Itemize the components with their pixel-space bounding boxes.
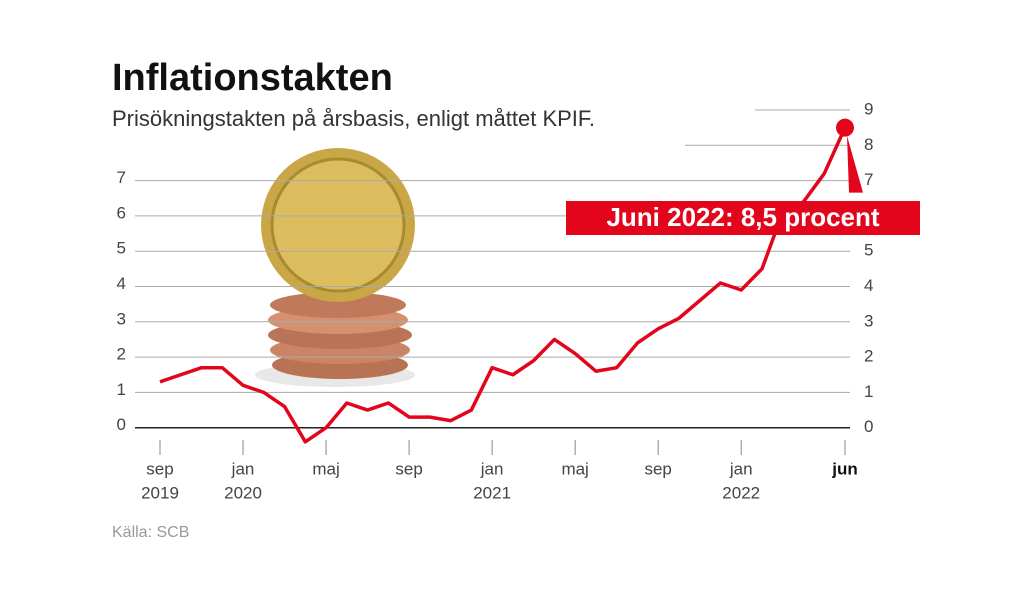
x-tick-label: sep: [395, 459, 422, 478]
chart-subtitle: Prisökningstakten på årsbasis, enligt må…: [112, 106, 595, 131]
y-tick-label-left: 3: [117, 309, 126, 328]
x-tick-label: sep: [146, 459, 173, 478]
x-tick-label: jan: [231, 459, 255, 478]
x-year-label: 2021: [473, 483, 511, 502]
callout-box: [566, 201, 920, 235]
y-tick-label-left: 6: [117, 203, 126, 222]
y-tick-label-left: 0: [117, 415, 126, 434]
y-tick-label-left: 1: [117, 380, 126, 399]
x-tick-label: sep: [644, 459, 671, 478]
y-tick-label: 2: [864, 347, 873, 366]
x-tick-label: maj: [561, 459, 588, 478]
y-tick-label-left: 2: [117, 345, 126, 364]
y-tick-label-left: 7: [117, 168, 126, 187]
y-tick-label: 7: [864, 170, 873, 189]
y-tick-label: 9: [864, 99, 873, 118]
coin-illustration: [255, 148, 415, 387]
source: Källa: SCB: [112, 524, 189, 541]
annotation: Juni 2022: 8,5 procent: [606, 202, 879, 232]
y-tick-label: 5: [864, 241, 873, 260]
x-tick-label: jun: [831, 459, 858, 478]
callout-pointer: [847, 135, 863, 193]
x-year-label: 2019: [141, 483, 179, 502]
last-point: [836, 118, 854, 137]
x-tick-label: maj: [312, 459, 339, 478]
chart-title: Inflationstakten: [112, 57, 393, 99]
y-tick-label: 1: [864, 382, 873, 401]
data-line: [159, 126, 847, 444]
x-tick-label: jan: [480, 459, 504, 478]
y-tick-label: 8: [864, 135, 873, 154]
y-tick-label: 0: [864, 417, 873, 436]
y-tick-label: 3: [864, 311, 873, 330]
x-year-label: 2022: [722, 483, 760, 502]
y-tick-label-left: 5: [117, 239, 126, 258]
y-tick-label-left: 4: [117, 274, 126, 293]
x-tick-label: jan: [729, 459, 753, 478]
y-tick-label: 4: [864, 276, 873, 295]
x-year-label: 2020: [224, 483, 262, 502]
